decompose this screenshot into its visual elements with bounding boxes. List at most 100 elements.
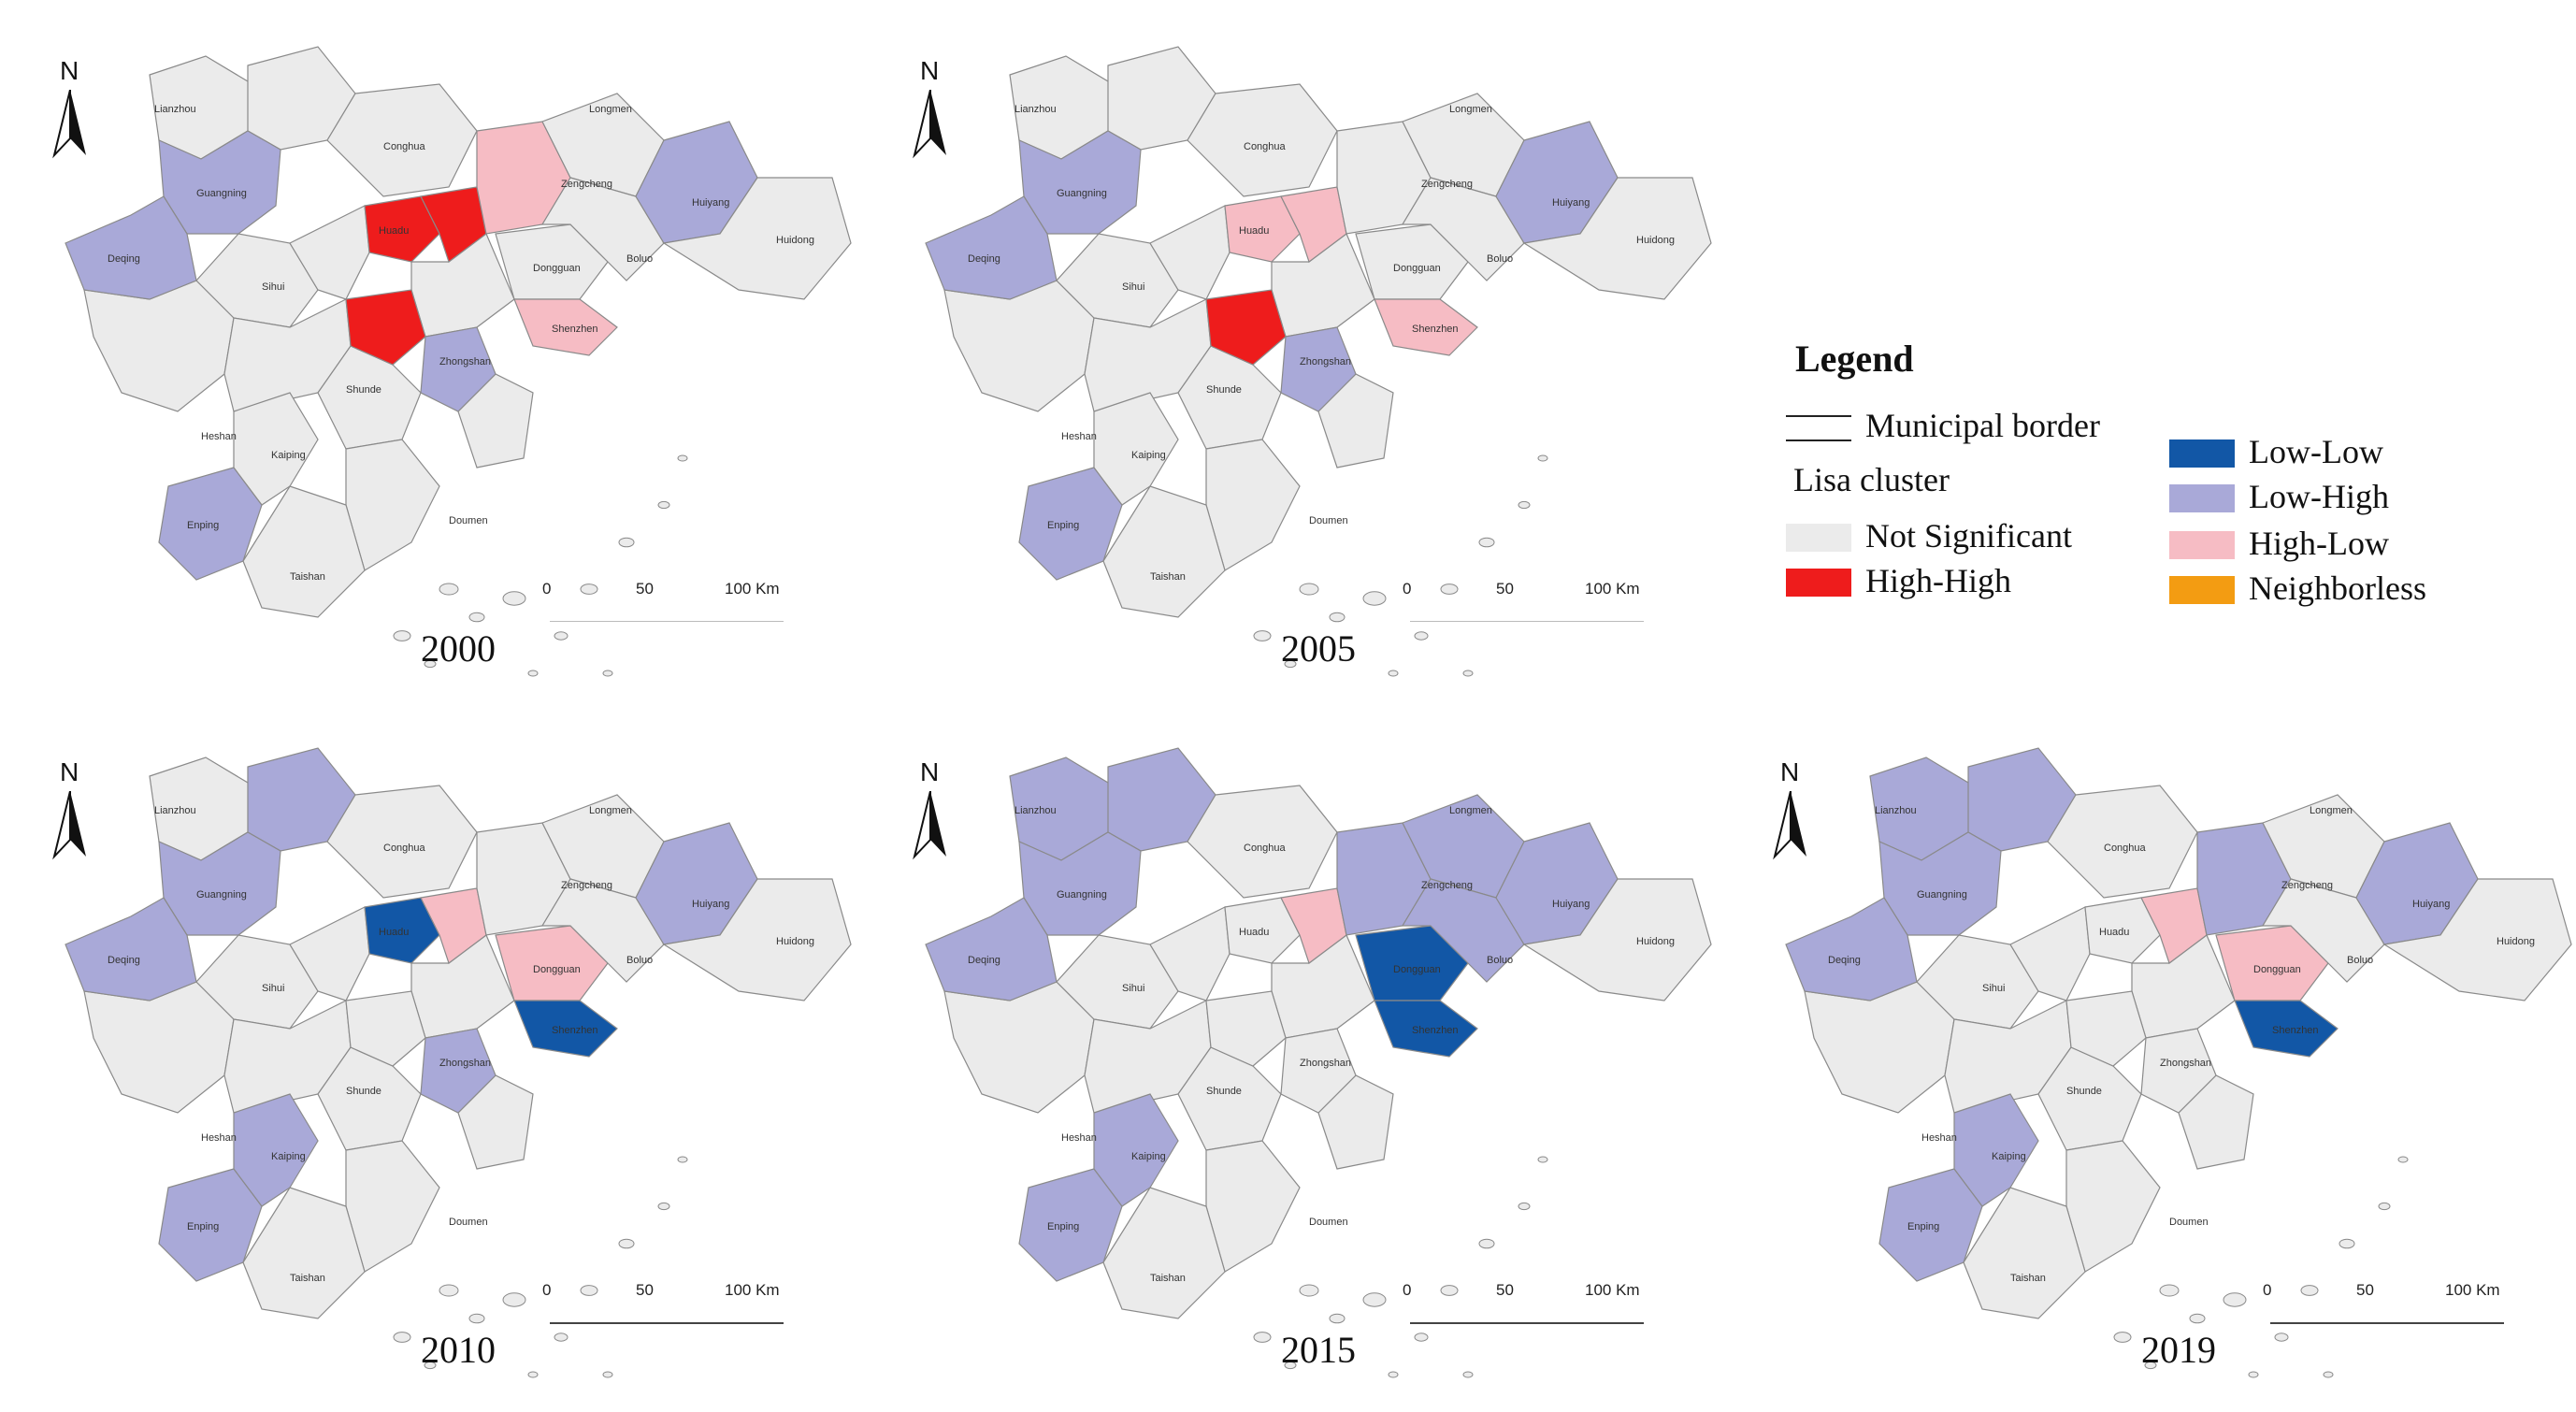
island xyxy=(1478,537,1495,548)
island xyxy=(657,1202,670,1211)
island xyxy=(1284,1361,1297,1370)
place-label: Longmen xyxy=(2310,805,2353,816)
place-label: Shunde xyxy=(1206,384,1242,396)
year-label: 2015 xyxy=(1281,1329,1356,1371)
legend-neighborless: Neighborless xyxy=(2249,569,2426,607)
place-label: Shenzhen xyxy=(1412,1025,1459,1036)
island xyxy=(1518,500,1531,510)
island xyxy=(1478,1238,1495,1249)
place-label: Shenzhen xyxy=(552,1025,598,1036)
region-zhongshan xyxy=(2140,1028,2217,1114)
north-label: N xyxy=(60,56,79,85)
island xyxy=(2248,1371,2259,1378)
legend-lisa-cluster: Lisa cluster xyxy=(1793,461,1950,498)
region-not-significant xyxy=(1149,906,1230,1001)
island xyxy=(2378,1202,2391,1211)
place-label: Taishan xyxy=(1150,571,1186,583)
north-arrow-icon xyxy=(52,90,86,159)
place-label: Huidong xyxy=(776,936,814,947)
north-label: N xyxy=(60,757,79,786)
scale-tick-label: 50 xyxy=(2356,1281,2374,1299)
map-panel-2005: Lianzhou Guangning Deqing Conghua Huadu Sihui… xyxy=(870,19,1767,711)
island xyxy=(580,584,598,595)
legend-low-low: Low-Low xyxy=(2249,433,2383,470)
place-label: Sihui xyxy=(262,983,284,994)
region-not-significant xyxy=(2065,1140,2161,1273)
island xyxy=(1440,584,1459,595)
island xyxy=(439,1284,459,1297)
scale-tick-label: 50 xyxy=(1496,580,1514,598)
region-shenzhen xyxy=(1374,1000,1478,1058)
region-taishan xyxy=(242,1187,366,1319)
north-label: N xyxy=(920,757,940,786)
island xyxy=(2300,1285,2319,1296)
place-label: Taishan xyxy=(1150,1273,1186,1284)
place-label: Boluo xyxy=(626,253,653,265)
island xyxy=(2397,1156,2409,1163)
scale-tick-label: 100 Km xyxy=(725,1281,780,1299)
region-shunde xyxy=(2065,990,2147,1067)
place-label: Shenzhen xyxy=(1412,324,1459,335)
place-label: Lianzhou xyxy=(1015,104,1057,115)
scale-line xyxy=(1410,1322,1644,1324)
place-label: Longmen xyxy=(589,805,632,816)
region-baiyun xyxy=(1280,887,1347,964)
region-not-significant xyxy=(345,1140,440,1273)
year-label: 2019 xyxy=(2141,1329,2216,1371)
place-label: Huadu xyxy=(1239,927,1269,938)
island xyxy=(2159,1284,2180,1297)
island xyxy=(1388,670,1399,677)
place-label: Guangning xyxy=(196,889,247,901)
legend-high-high: High-High xyxy=(1865,562,2011,599)
place-label: Lianzhou xyxy=(154,104,196,115)
region-shenzhen xyxy=(513,1000,618,1058)
island xyxy=(2144,1361,2157,1370)
island xyxy=(677,454,688,462)
island xyxy=(2223,1292,2247,1307)
region-shunde xyxy=(345,990,426,1067)
north-arrow: N xyxy=(47,757,103,870)
map-canvas: Lianzhou Guangning Deqing Conghua Huadu Sihui… xyxy=(925,747,1712,1378)
island xyxy=(1253,1332,1272,1343)
region-deqing xyxy=(925,195,1058,300)
place-label: Zhongshan xyxy=(2160,1058,2211,1069)
map-legend: Legend Municipal border Lisa cluster Not… xyxy=(1786,337,2515,645)
place-label: Longmen xyxy=(589,104,632,115)
map-canvas: Lianzhou Guangning Deqing Conghua Huadu Sihui… xyxy=(65,747,852,1378)
place-label: Deqing xyxy=(108,955,140,966)
scale-line xyxy=(550,1322,784,1324)
island xyxy=(2274,1333,2289,1342)
place-label: Zhongshan xyxy=(1300,1058,1351,1069)
island xyxy=(468,612,485,623)
island xyxy=(393,630,411,641)
place-label: Lianzhou xyxy=(1015,805,1057,816)
legend-low-high: Low-High xyxy=(2249,478,2389,515)
place-label: Huidong xyxy=(2497,936,2535,947)
island xyxy=(527,1371,539,1378)
region-dongguan xyxy=(2215,925,2329,1001)
scale-tick-label: 0 xyxy=(2263,1281,2272,1299)
place-label: Zengcheng xyxy=(1421,880,1473,891)
scale-tick-label: 50 xyxy=(1496,1281,1514,1299)
place-label: Heshan xyxy=(201,431,237,442)
place-label: Boluo xyxy=(626,955,653,966)
place-label: Enping xyxy=(1047,1221,1079,1232)
island xyxy=(618,1238,635,1249)
island xyxy=(393,1332,411,1343)
region-not-significant xyxy=(83,981,235,1114)
scale-bar: 0 50 100 Km xyxy=(533,580,813,645)
island xyxy=(554,631,568,641)
island xyxy=(2323,1371,2334,1378)
map-panel-2015: Lianzhou Guangning Deqing Conghua Huadu Sihui… xyxy=(870,720,1767,1412)
legend-title: Legend xyxy=(1795,338,1914,380)
place-label: Doumen xyxy=(449,1217,488,1228)
region-not-significant xyxy=(83,280,235,412)
island xyxy=(2339,1238,2355,1249)
region-zhongshan xyxy=(420,326,496,412)
place-label: Huidong xyxy=(776,235,814,246)
legend-swatch-high-high xyxy=(1786,569,1851,597)
region-baiyun xyxy=(1280,186,1347,263)
place-label: Guangning xyxy=(196,188,247,199)
legend-swatch-low-high xyxy=(2169,484,2235,512)
scale-tick-label: 0 xyxy=(542,1281,552,1299)
